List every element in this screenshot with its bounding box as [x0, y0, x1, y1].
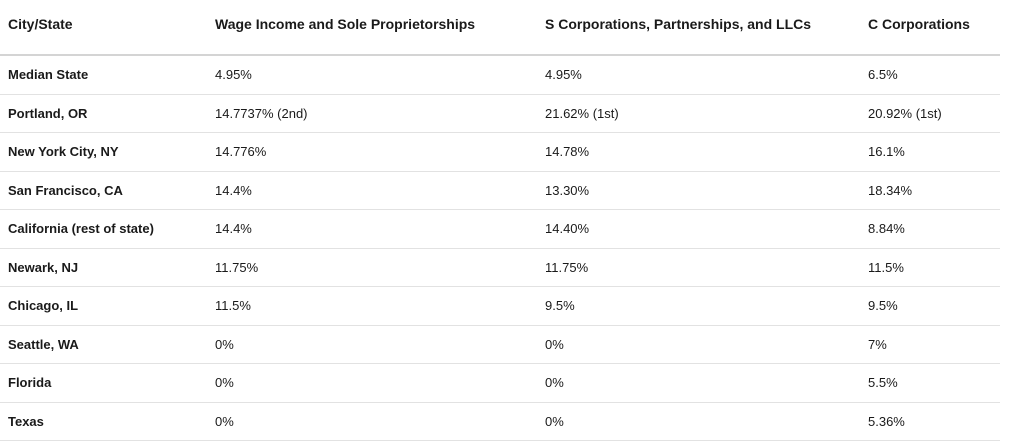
table-cell: 5.36%	[868, 413, 905, 429]
table-cell: 9.5%	[868, 298, 898, 314]
table-cell: 0%	[215, 413, 234, 429]
table-cell: 4.95%	[215, 67, 252, 83]
row-label: Florida	[8, 375, 52, 391]
table-cell: 4.95%	[545, 67, 582, 83]
row-label: New York City, NY	[8, 144, 119, 160]
row-label: Texas	[8, 413, 44, 429]
row-label: Chicago, IL	[8, 298, 79, 314]
row-label: California (rest of state)	[8, 221, 154, 237]
table-cell: 0%	[545, 375, 564, 391]
table-cell: 5.5%	[868, 375, 898, 391]
table-cell: 6.5%	[868, 67, 898, 83]
table-row: California (rest of state) 14.4% 14.40% 8.8…	[0, 210, 1000, 249]
row-label: Seattle, WA	[8, 336, 79, 352]
table-cell: 11.5%	[868, 259, 904, 275]
column-header: Wage Income and Sole Proprietorships	[215, 16, 476, 32]
table-cell: 13.30%	[545, 182, 590, 198]
table-cell: 14.776%	[215, 144, 267, 160]
table-cell: 14.4%	[215, 221, 252, 237]
table-cell: 16.1%	[868, 144, 905, 160]
row-label: San Francisco, CA	[8, 182, 123, 198]
column-header: C Corporations	[868, 16, 970, 32]
table-cell: 0%	[545, 336, 564, 352]
column-header: City/State	[8, 16, 73, 32]
table-cell: 14.78%	[545, 144, 590, 160]
table-cell: 21.62% (1st)	[545, 105, 619, 121]
row-label: Median State	[8, 67, 89, 83]
table-row: Texas 0% 0% 5.36%	[0, 403, 1000, 441]
row-label: Newark, NJ	[8, 259, 79, 275]
table-cell: 14.4%	[215, 182, 252, 198]
table-row: Median State 4.95% 4.95% 6.5%	[0, 56, 1000, 95]
column-header: S Corporations, Partnerships, and LLCs	[545, 16, 812, 32]
table-cell: 9.5%	[545, 298, 575, 314]
table-row: San Francisco, CA 14.4% 13.30% 18.34%	[0, 172, 1000, 210]
table-row: Seattle, WA 0% 0% 7%	[0, 326, 1000, 364]
table-cell: 7%	[868, 336, 887, 352]
table-cell: 0%	[215, 336, 234, 352]
table-cell: 14.40%	[545, 221, 590, 237]
table-row: New York City, NY 14.776% 14.78% 16.1%	[0, 133, 1000, 172]
table-cell: 11.75%	[545, 259, 589, 275]
table-cell: 20.92% (1st)	[868, 105, 942, 121]
table-row: Portland, OR 14.7737% (2nd) 21.62% (1st) 20…	[0, 95, 1000, 133]
table-row: Newark, NJ 11.75% 11.75% 11.5%	[0, 249, 1000, 287]
table-row: Chicago, IL 11.5% 9.5% 9.5%	[0, 287, 1000, 326]
table-row: Florida 0% 0% 5.5%	[0, 364, 1000, 403]
header-row: City/State Wage Income and Sole Proprieto…	[0, 0, 1000, 56]
table-cell: 11.5%	[215, 298, 251, 314]
rate-table: City/State Wage Income and Sole Proprieto…	[0, 0, 1000, 441]
table-cell: 0%	[215, 375, 234, 391]
table-cell: 14.7737% (2nd)	[215, 105, 308, 121]
table-cell: 8.84%	[868, 221, 905, 237]
table-cell: 11.75%	[215, 259, 259, 275]
table-cell: 18.34%	[868, 182, 913, 198]
row-label: Portland, OR	[8, 105, 88, 121]
table-cell: 0%	[545, 413, 564, 429]
